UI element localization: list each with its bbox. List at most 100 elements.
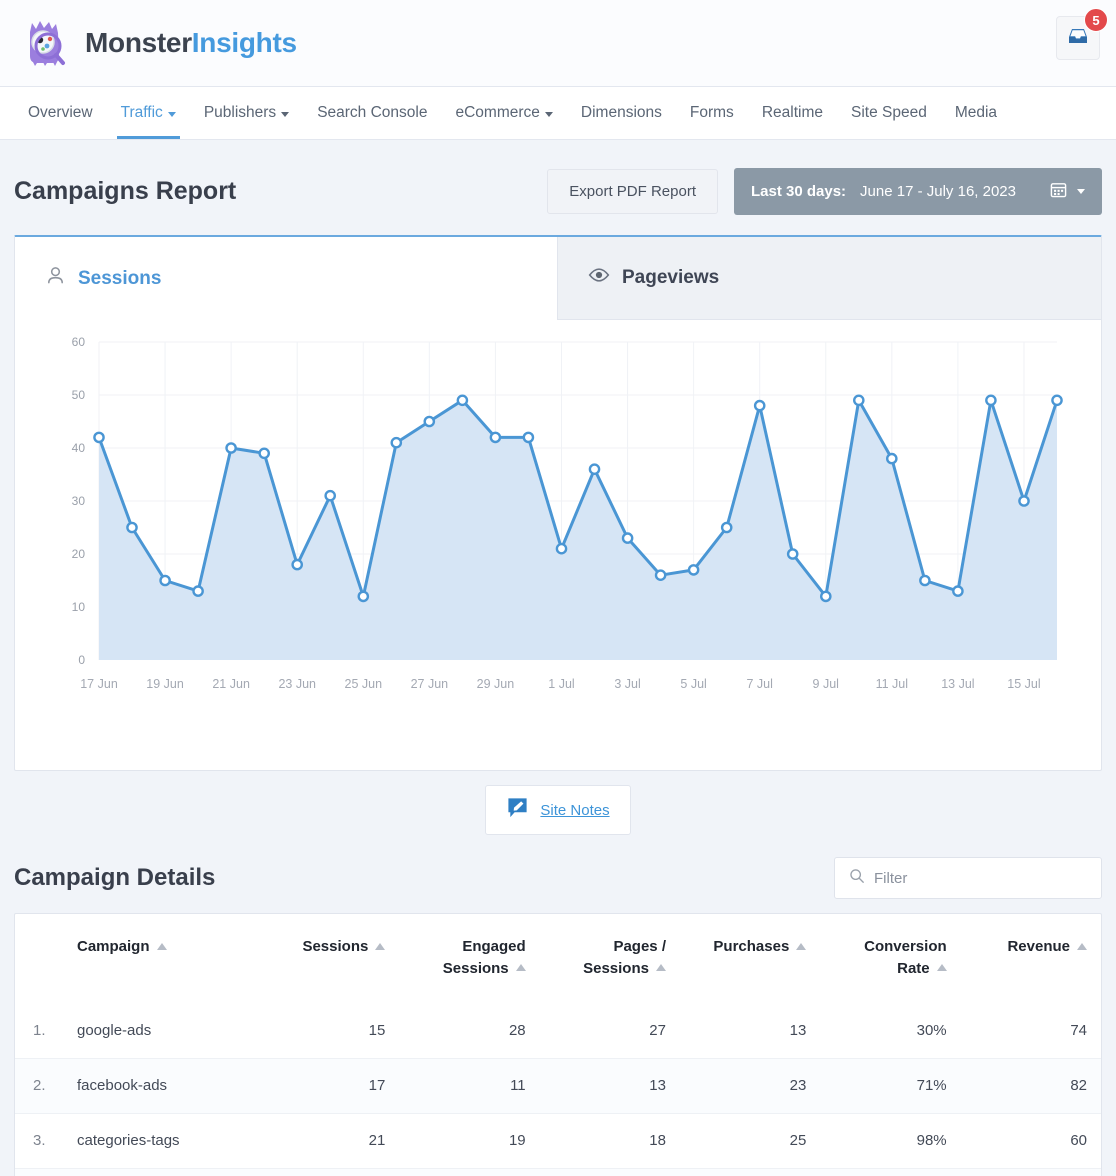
- export-pdf-report-button[interactable]: Export PDF Report: [547, 169, 718, 214]
- table-row[interactable]: 3. categories-tags 21 19 18 25 98% 60: [15, 1112, 1101, 1169]
- nav-item-publishers[interactable]: Publishers: [190, 87, 303, 139]
- calendar-icon: [1050, 181, 1067, 202]
- cell-engaged-sessions: 19: [399, 1112, 540, 1169]
- cell-pages-per-session: 11: [539, 1168, 680, 1176]
- nav-item-forms[interactable]: Forms: [676, 87, 748, 139]
- svg-text:11 Jul: 11 Jul: [876, 677, 908, 691]
- column-header-purchases[interactable]: Purchases: [680, 914, 820, 1004]
- nav-item-realtime[interactable]: Realtime: [748, 87, 837, 139]
- svg-text:19 Jun: 19 Jun: [146, 677, 184, 691]
- column-header-engaged-sessions[interactable]: Engaged Sessions: [399, 914, 539, 1004]
- cell-sessions: 17: [259, 1057, 400, 1114]
- cell-revenue: 82: [960, 1057, 1101, 1114]
- column-header-campaign[interactable]: Campaign: [63, 914, 259, 1004]
- tab-label: Sessions: [78, 267, 162, 289]
- campaign-details-table-card: Campaign Sessions Engaged Sessions Pages…: [14, 913, 1102, 1176]
- brand-name-primary: Monster: [85, 27, 192, 58]
- svg-text:60: 60: [72, 335, 86, 349]
- column-label: Revenue: [1007, 938, 1070, 955]
- nav-item-overview[interactable]: Overview: [14, 87, 107, 139]
- svg-text:0: 0: [78, 653, 85, 667]
- svg-text:20: 20: [72, 547, 86, 561]
- svg-text:17 Jun: 17 Jun: [80, 677, 118, 691]
- date-range-value: June 17 - July 16, 2023: [860, 183, 1016, 200]
- tab-pageviews[interactable]: Pageviews: [557, 237, 1101, 320]
- chevron-down-icon: [544, 111, 553, 117]
- row-index: 1.: [33, 1021, 46, 1039]
- sort-ascending-icon[interactable]: [655, 964, 666, 972]
- nav-label: Site Speed: [850, 104, 927, 121]
- sort-ascending-icon[interactable]: [936, 964, 947, 972]
- row-index: 3.: [15, 1112, 63, 1169]
- nav-item-ecommerce[interactable]: eCommerce: [441, 87, 566, 139]
- chevron-down-icon: [281, 111, 290, 117]
- nav-item-media[interactable]: Media: [941, 87, 1011, 139]
- cell-pages-per-session: 13: [539, 1057, 680, 1114]
- table-row[interactable]: 1. google-ads 15 28 27 13 30% 74: [15, 1004, 1101, 1059]
- inbox-icon: [1066, 24, 1090, 53]
- notification-count-badge: 5: [1084, 8, 1108, 32]
- cell-conversion-rate: 23%: [820, 1168, 961, 1176]
- table-header-row: Campaign Sessions Engaged Sessions Pages…: [15, 914, 1101, 1004]
- row-index: 2.: [15, 1057, 63, 1114]
- chevron-down-icon: [1077, 189, 1085, 194]
- campaign-name-cell: google-ads: [77, 1021, 152, 1039]
- site-notes-button[interactable]: Site Notes: [485, 785, 631, 835]
- top-bar: MonsterInsights 5: [0, 0, 1116, 87]
- table-row[interactable]: 2. facebook-ads 17 11 13 23 71% 82: [15, 1057, 1101, 1114]
- sort-ascending-icon[interactable]: [796, 942, 807, 950]
- svg-text:3 Jul: 3 Jul: [614, 677, 640, 691]
- cell-sessions: 21: [259, 1112, 400, 1169]
- svg-text:50: 50: [72, 388, 86, 402]
- sort-ascending-icon[interactable]: [156, 942, 167, 950]
- nav-item-site-speed[interactable]: Site Speed: [837, 87, 941, 139]
- main-navigation: Overview Traffic Publishers Search Conso…: [0, 87, 1116, 140]
- nav-label: Search Console: [317, 104, 428, 121]
- monsterinsights-mascot-icon: [18, 16, 72, 70]
- table-head: Campaign Sessions Engaged Sessions Pages…: [15, 914, 1101, 1004]
- cell-sessions: 15: [368, 1021, 386, 1039]
- cell-sessions: 29: [259, 1168, 400, 1176]
- cell-conversion-rate: 30%: [916, 1021, 947, 1039]
- nav-label: Forms: [689, 104, 734, 121]
- site-notes-row: Site Notes: [0, 785, 1116, 835]
- svg-text:21 Jun: 21 Jun: [212, 677, 250, 691]
- filter-input[interactable]: [874, 869, 1087, 887]
- column-header-sessions[interactable]: Sessions: [259, 914, 399, 1004]
- table-row[interactable]: 4.marketing-automation2921112323%81: [15, 1168, 1101, 1176]
- cell-revenue: 74: [1070, 1021, 1087, 1039]
- column-header-conversion-rate[interactable]: Conversion Rate: [820, 914, 960, 1004]
- campaign-name-cell: facebook-ads: [63, 1057, 259, 1114]
- nav-label: eCommerce: [455, 104, 540, 121]
- metric-tabs: Sessions Pageviews: [15, 237, 1101, 320]
- cell-purchases: 13: [789, 1021, 807, 1039]
- sort-ascending-icon[interactable]: [1077, 942, 1087, 950]
- cell-purchases: 23: [679, 1168, 821, 1176]
- column-label: Sessions: [302, 938, 369, 955]
- cell-revenue: 81: [960, 1168, 1101, 1176]
- nav-item-search-console[interactable]: Search Console: [303, 87, 441, 139]
- sort-ascending-icon[interactable]: [515, 964, 526, 972]
- nav-label: Dimensions: [580, 104, 662, 121]
- sort-ascending-icon[interactable]: [375, 942, 386, 950]
- search-icon: [849, 868, 865, 889]
- date-range-picker[interactable]: Last 30 days: June 17 - July 16, 2023: [734, 168, 1102, 215]
- chart-card: Sessions Pageviews 0 10 20 30 40 50 60 17 Jun 19…: [14, 235, 1102, 771]
- notifications-inbox-button[interactable]: 5: [1056, 8, 1108, 60]
- chevron-down-icon: [167, 111, 176, 117]
- user-icon: [45, 265, 66, 292]
- table-body: 1. google-ads 15 28 27 13 30% 74 2. facebook-ads 1…: [15, 1004, 1101, 1176]
- nav-item-traffic[interactable]: Traffic: [107, 87, 190, 139]
- tab-sessions[interactable]: Sessions: [15, 237, 557, 320]
- nav-item-dimensions[interactable]: Dimensions: [567, 87, 676, 139]
- filter-box[interactable]: [834, 857, 1102, 899]
- svg-text:1 Jul: 1 Jul: [548, 677, 574, 691]
- chart-plot-area: 0 10 20 30 40 50 60 17 Jun 19 Jun 21 Jun 23 Jun 25 …: [72, 335, 1063, 691]
- campaign-name-cell: marketing-automation: [63, 1168, 259, 1176]
- column-header-revenue[interactable]: Revenue: [961, 914, 1101, 1004]
- column-header-pages-per-sessions[interactable]: Pages / Sessions: [540, 914, 680, 1004]
- brand-logo: MonsterInsights: [18, 16, 297, 70]
- date-range-prefix: Last 30 days:: [751, 183, 847, 200]
- column-label: Campaign: [77, 938, 150, 955]
- svg-text:23 Jun: 23 Jun: [278, 677, 316, 691]
